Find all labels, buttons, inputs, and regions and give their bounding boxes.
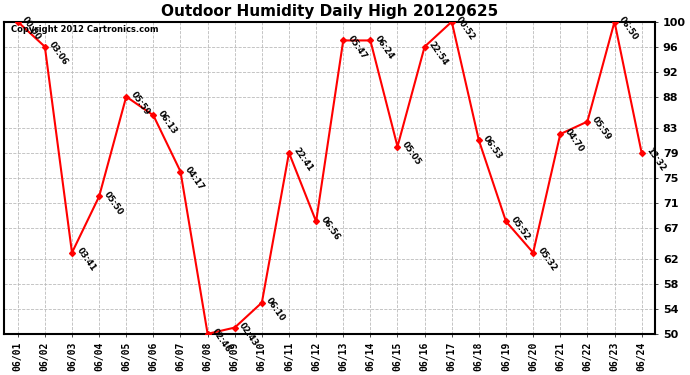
Title: Outdoor Humidity Daily High 20120625: Outdoor Humidity Daily High 20120625 (161, 4, 498, 19)
Text: 05:50: 05:50 (101, 190, 124, 217)
Text: 00:00: 00:00 (20, 15, 43, 42)
Text: Copyright 2012 Cartronics.com: Copyright 2012 Cartronics.com (10, 25, 158, 34)
Text: 06:13: 06:13 (156, 108, 179, 135)
Text: 04:17: 04:17 (183, 165, 206, 192)
Text: 05:05: 05:05 (400, 140, 423, 167)
Text: 00:52: 00:52 (454, 15, 477, 42)
Text: 05:47: 05:47 (346, 34, 368, 61)
Text: 03:06: 03:06 (48, 40, 70, 67)
Text: 06:10: 06:10 (264, 296, 287, 323)
Text: 02:46: 02:46 (210, 327, 233, 354)
Text: 03:41: 03:41 (75, 246, 97, 273)
Text: 22:41: 22:41 (291, 146, 315, 173)
Text: 06:24: 06:24 (373, 34, 395, 61)
Text: 06:56: 06:56 (319, 214, 342, 242)
Text: 06:50: 06:50 (617, 15, 640, 42)
Text: 06:53: 06:53 (482, 134, 504, 160)
Text: 05:59: 05:59 (129, 90, 151, 117)
Text: 05:32: 05:32 (535, 246, 558, 273)
Text: 05:52: 05:52 (509, 214, 531, 242)
Text: 22:54: 22:54 (427, 40, 450, 67)
Text: 13:32: 13:32 (644, 146, 667, 173)
Text: 04:70: 04:70 (563, 127, 585, 154)
Text: 05:59: 05:59 (590, 115, 613, 142)
Text: 02:43: 02:43 (237, 321, 260, 348)
